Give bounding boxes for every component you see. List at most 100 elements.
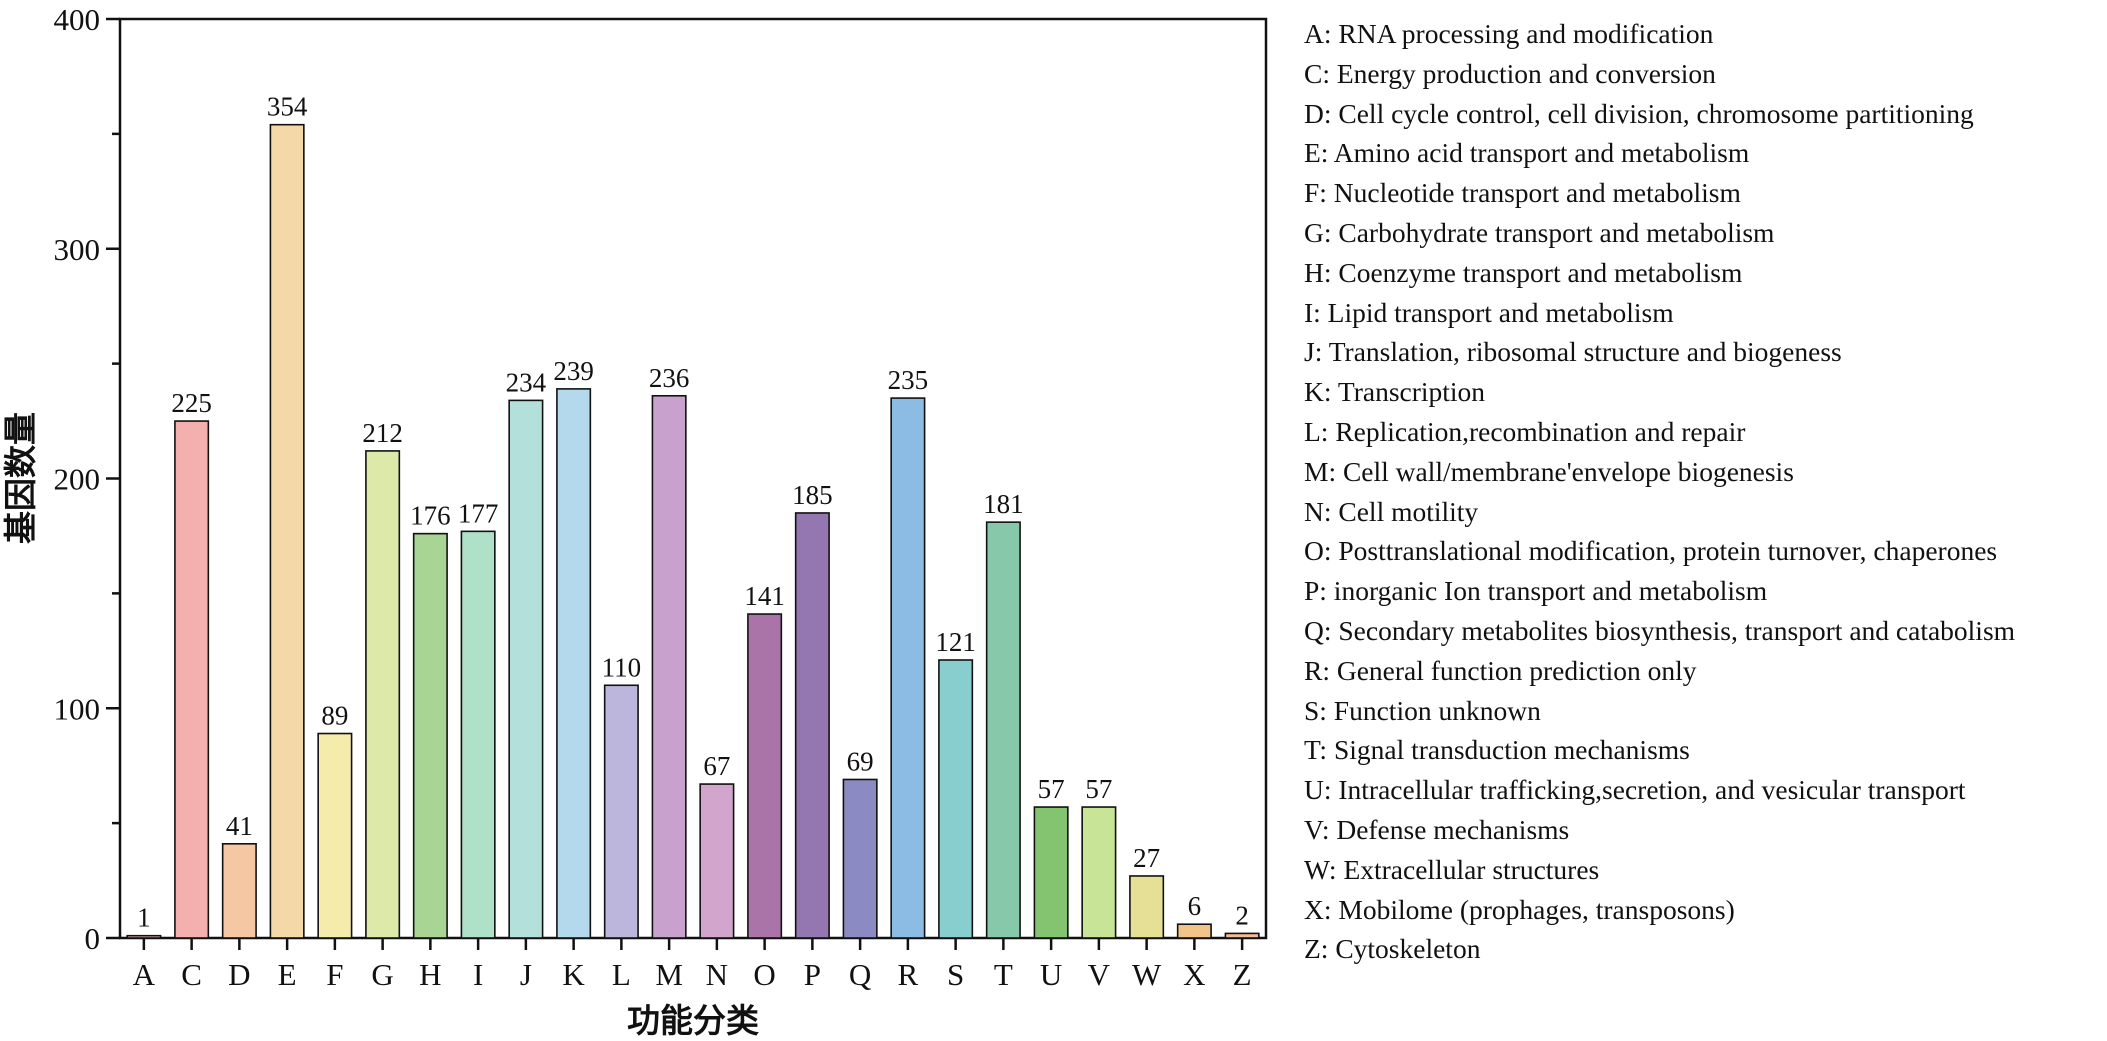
bar-n — [699, 783, 735, 939]
x-tick-label-j: J — [520, 957, 532, 992]
value-labels: 1 225 41 354 89 212 176 177 234 239 110 236 67 141 185… — [137, 92, 1249, 933]
legend-item: K: Transcription — [1304, 376, 1486, 408]
y-axis-title: 基因数量 — [1, 412, 40, 544]
bar-v — [1081, 806, 1117, 939]
x-tick-label-g: G — [371, 957, 393, 992]
legend-item: H: Coenzyme transport and metabolism — [1304, 256, 1743, 288]
legend-item: N: Cell motility — [1304, 495, 1479, 527]
legend-item: G: Carbohydrate transport and metabolism — [1304, 216, 1775, 248]
bar-g — [365, 450, 401, 939]
x-tick-label-t: T — [994, 957, 1013, 992]
legend-item: P: inorganic Ion transport and metabolis… — [1304, 575, 1768, 607]
value-label-q: 69 — [847, 746, 874, 776]
legend-item: X: Mobilome (prophages, transposons) — [1304, 893, 1735, 925]
bar-s — [938, 659, 974, 939]
bar-f — [317, 732, 353, 939]
value-label-j: 234 — [506, 367, 547, 397]
bar-e — [269, 123, 305, 939]
legend-item: J: Translation, ribosomal structure and … — [1304, 336, 1842, 368]
legend-item: Z: Cytoskeleton — [1304, 933, 1481, 965]
value-label-t: 181 — [983, 489, 1024, 519]
legend-item: U: Intracellular trafficking,secretion, … — [1304, 774, 1966, 806]
legend-item: W: Extracellular structures — [1304, 853, 1600, 885]
x-tick-label-z: Z — [1233, 957, 1252, 992]
legend-item: M: Cell wall/membrane'envelope biogenesi… — [1304, 455, 1794, 487]
x-tick-label-h: H — [419, 957, 441, 992]
bars — [126, 123, 1260, 939]
legend-item: O: Posttranslational modification, prote… — [1304, 535, 1998, 567]
x-tick-label-e: E — [278, 957, 297, 992]
x-tick-label-i: I — [473, 957, 483, 992]
x-tick-label-l: L — [612, 957, 631, 992]
bar-c — [174, 420, 210, 939]
y-tick-label: 400 — [54, 2, 101, 37]
value-label-v: 57 — [1085, 774, 1112, 804]
y-tick-label: 100 — [54, 691, 101, 726]
bar-r — [890, 397, 926, 939]
value-label-k: 239 — [553, 356, 594, 386]
value-label-o: 141 — [744, 581, 785, 611]
value-label-h: 176 — [410, 501, 451, 531]
bar-t — [985, 521, 1021, 939]
x-tick-label-r: R — [898, 957, 919, 992]
value-label-i: 177 — [458, 498, 499, 528]
value-label-f: 89 — [321, 701, 348, 731]
x-tick-label-k: K — [562, 957, 585, 992]
bar-l — [603, 684, 639, 939]
x-tick-label-p: P — [804, 957, 821, 992]
bar-k — [556, 388, 592, 939]
x-tick-label-u: U — [1040, 957, 1062, 992]
bar-h — [412, 532, 448, 939]
bar-i — [460, 530, 496, 939]
legend-item: L: Replication,recombination and repair — [1304, 415, 1746, 447]
x-tick-label-w: W — [1132, 957, 1162, 992]
x-tick-label-q: Q — [849, 957, 871, 992]
legend-item: R: General function prediction only — [1304, 654, 1697, 686]
x-tick-label-o: O — [753, 957, 775, 992]
bar-x — [1176, 923, 1212, 939]
y-tick-label: 300 — [54, 232, 101, 267]
value-label-x: 6 — [1188, 891, 1202, 921]
legend-item: I: Lipid transport and metabolism — [1304, 296, 1674, 328]
bar-j — [508, 399, 544, 939]
x-tick-label-d: D — [228, 957, 250, 992]
value-label-d: 41 — [226, 811, 253, 841]
value-label-p: 185 — [792, 480, 833, 510]
x-tick-label-a: A — [133, 957, 156, 992]
bar-d — [221, 843, 257, 939]
legend-item: F: Nucleotide transport and metabolism — [1304, 177, 1741, 209]
bar-m — [651, 394, 687, 939]
x-axis-title: 功能分类 — [627, 1001, 759, 1040]
bar-o — [747, 613, 783, 939]
legend-item: S: Function unknown — [1304, 694, 1541, 726]
legend-item: Q: Secondary metabolites biosynthesis, t… — [1304, 614, 2016, 646]
value-label-e: 354 — [267, 92, 308, 122]
legend-item: T: Signal transduction mechanisms — [1304, 734, 1690, 766]
legend-item: V: Defense mechanisms — [1304, 813, 1570, 845]
y-tick-label: 200 — [54, 462, 101, 497]
value-label-w: 27 — [1133, 843, 1160, 873]
y-tick-label: 0 — [85, 921, 101, 956]
x-tick-label-s: S — [947, 957, 964, 992]
x-tick-label-x: X — [1183, 957, 1205, 992]
value-label-g: 212 — [362, 418, 403, 448]
x-tick-label-m: M — [655, 957, 683, 992]
value-label-z: 2 — [1235, 900, 1249, 930]
x-tick-label-f: F — [326, 957, 343, 992]
x-tick-label-n: N — [706, 957, 728, 992]
value-label-s: 121 — [935, 627, 976, 657]
bar-z — [1224, 932, 1260, 939]
legend-item: A: RNA processing and modification — [1304, 18, 1714, 49]
value-label-c: 225 — [171, 388, 212, 418]
value-label-l: 110 — [602, 652, 642, 682]
y-axis-ticks: 0 100 200 300 400 — [54, 2, 120, 956]
legend-item: D: Cell cycle control, cell division, ch… — [1304, 97, 1974, 129]
value-label-m: 236 — [649, 363, 690, 393]
value-label-r: 235 — [888, 365, 929, 395]
value-label-a: 1 — [137, 903, 151, 933]
bar-w — [1129, 875, 1165, 939]
x-tick-label-v: V — [1088, 957, 1111, 992]
bar-a — [126, 934, 162, 939]
